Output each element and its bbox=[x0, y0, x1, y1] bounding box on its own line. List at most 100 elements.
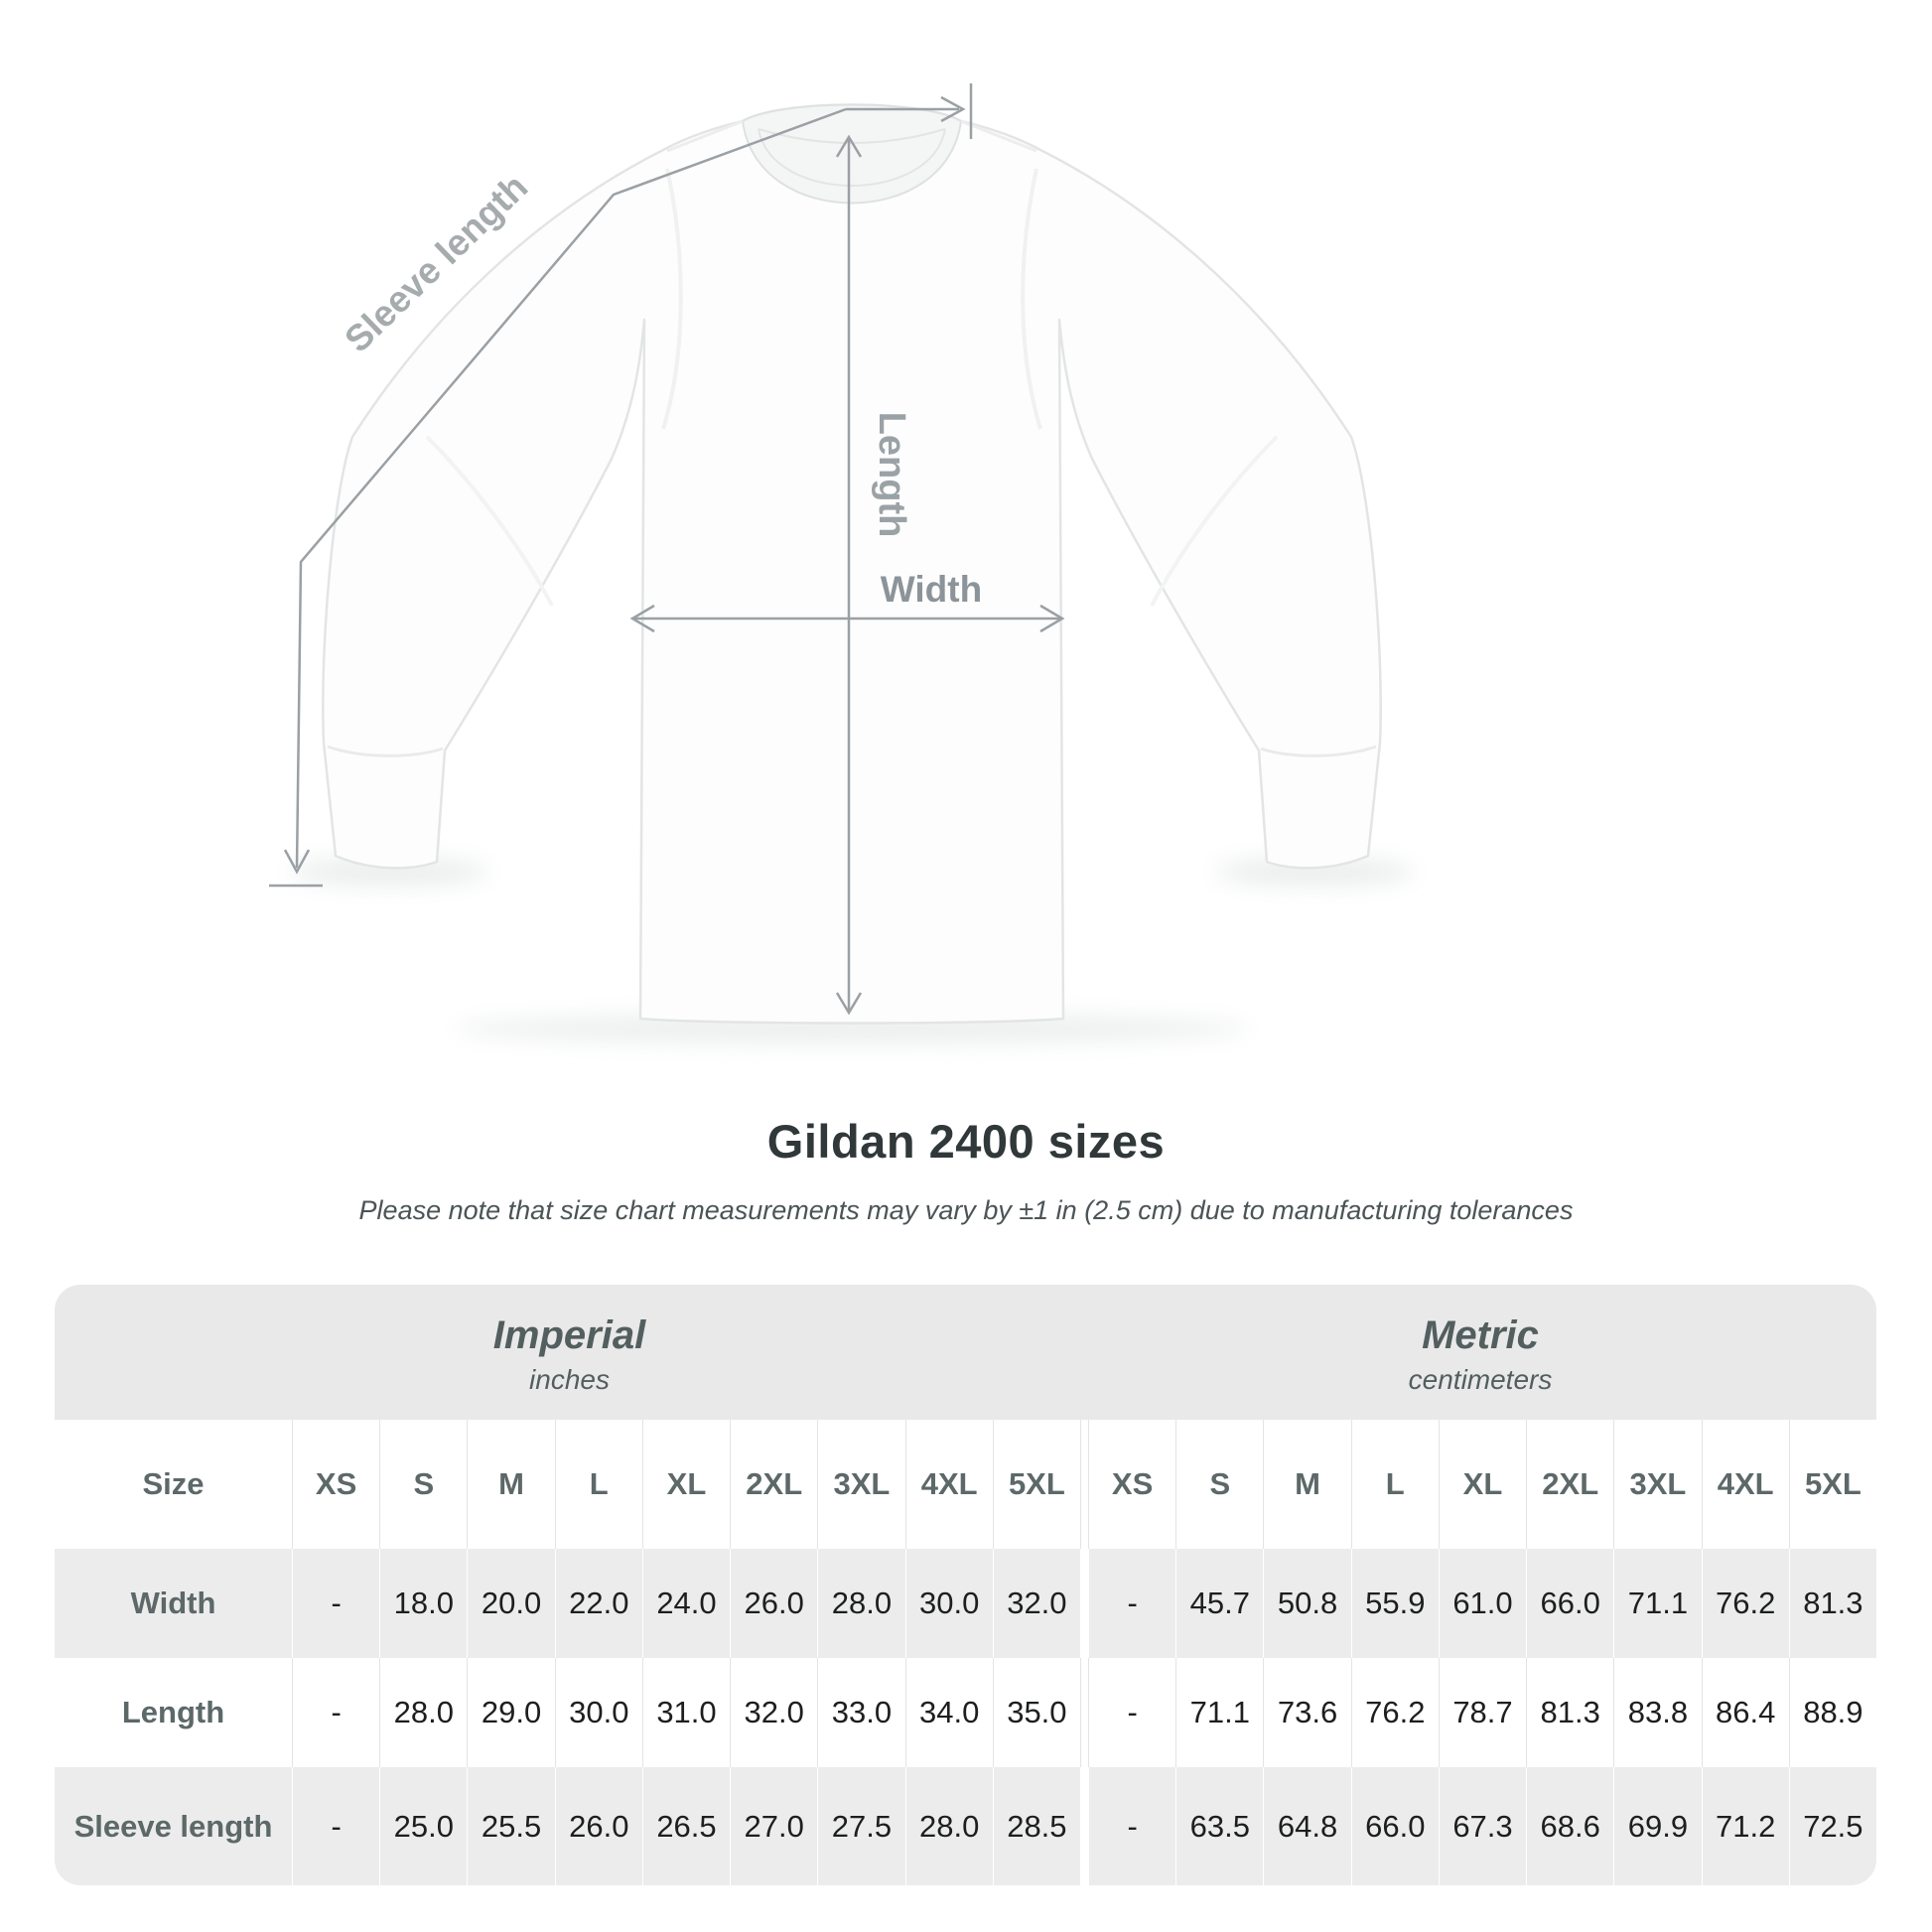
size-header-imp-m: M bbox=[467, 1420, 554, 1549]
value-cell: 81.3 bbox=[1526, 1658, 1613, 1767]
value-cell: 78.7 bbox=[1438, 1658, 1526, 1767]
unit-divider bbox=[1079, 1549, 1088, 1658]
size-table: Imperial inches Metric centimeters Size … bbox=[55, 1285, 1876, 1885]
value-cell: 88.9 bbox=[1788, 1658, 1876, 1767]
size-header-met-4xl: 4XL bbox=[1701, 1420, 1789, 1549]
length-row: Length - 28.0 29.0 30.0 31.0 32.0 33.0 3… bbox=[55, 1658, 1876, 1767]
value-cell: 73.6 bbox=[1263, 1658, 1350, 1767]
value-cell: - bbox=[1087, 1767, 1175, 1885]
value-cell: 64.8 bbox=[1263, 1767, 1350, 1885]
value-cell: 22.0 bbox=[554, 1549, 642, 1658]
value-cell: 28.0 bbox=[904, 1767, 993, 1885]
value-cell: 26.0 bbox=[554, 1767, 642, 1885]
value-cell: 63.5 bbox=[1175, 1767, 1263, 1885]
size-header-met-s: S bbox=[1175, 1420, 1263, 1549]
size-column-header: Size bbox=[142, 1466, 205, 1501]
value-cell: 27.5 bbox=[817, 1767, 904, 1885]
value-cell: 25.0 bbox=[379, 1767, 467, 1885]
width-row: Width - 18.0 20.0 22.0 24.0 26.0 28.0 30… bbox=[55, 1549, 1876, 1658]
value-cell: 31.0 bbox=[641, 1658, 730, 1767]
value-cell: 35.0 bbox=[992, 1658, 1080, 1767]
value-cell: 71.1 bbox=[1175, 1658, 1263, 1767]
value-cell: 71.1 bbox=[1613, 1549, 1701, 1658]
size-header-imp-4xl: 4XL bbox=[904, 1420, 993, 1549]
value-cell: 28.0 bbox=[379, 1658, 467, 1767]
size-header-imp-xs: XS bbox=[292, 1420, 379, 1549]
imperial-title: Imperial bbox=[492, 1313, 646, 1357]
size-header-met-m: M bbox=[1263, 1420, 1350, 1549]
value-cell: 34.0 bbox=[904, 1658, 993, 1767]
value-cell: 68.6 bbox=[1526, 1767, 1613, 1885]
unit-header-metric: Metric centimeters bbox=[1084, 1285, 1876, 1420]
unit-divider bbox=[1079, 1420, 1088, 1549]
value-cell: 32.0 bbox=[730, 1658, 817, 1767]
unit-header-band: Imperial inches Metric centimeters bbox=[55, 1285, 1876, 1420]
width-label: Width bbox=[881, 569, 982, 610]
value-cell: 45.7 bbox=[1175, 1549, 1263, 1658]
value-cell: - bbox=[1087, 1549, 1175, 1658]
value-cell: - bbox=[292, 1658, 379, 1767]
value-cell: 81.3 bbox=[1788, 1549, 1876, 1658]
value-cell: - bbox=[292, 1549, 379, 1658]
length-label: Length bbox=[871, 412, 912, 538]
value-cell: 18.0 bbox=[379, 1549, 467, 1658]
collar bbox=[741, 103, 963, 205]
imperial-subtitle: inches bbox=[529, 1364, 610, 1395]
value-cell: 29.0 bbox=[467, 1658, 554, 1767]
shirt-measurement-diagram: Sleeve length Length Width bbox=[269, 83, 1414, 1044]
sleeve-length-row: Sleeve length - 25.0 25.5 26.0 26.5 27.0… bbox=[55, 1767, 1876, 1885]
unit-divider bbox=[1079, 1767, 1088, 1885]
value-cell: 25.5 bbox=[467, 1767, 554, 1885]
value-cell: 28.0 bbox=[817, 1549, 904, 1658]
size-header-imp-2xl: 2XL bbox=[730, 1420, 817, 1549]
size-header-imp-5xl: 5XL bbox=[992, 1420, 1080, 1549]
value-cell: 61.0 bbox=[1438, 1549, 1526, 1658]
value-cell: - bbox=[292, 1767, 379, 1885]
value-cell: 30.0 bbox=[904, 1549, 993, 1658]
value-cell: 67.3 bbox=[1438, 1767, 1526, 1885]
size-header-row: Size XS S M L XL 2XL 3XL 4XL 5XL XS S M … bbox=[55, 1420, 1876, 1549]
value-cell: 71.2 bbox=[1701, 1767, 1789, 1885]
unit-divider bbox=[1079, 1658, 1088, 1767]
value-cell: 76.2 bbox=[1350, 1658, 1439, 1767]
value-cell: 50.8 bbox=[1263, 1549, 1350, 1658]
row-label: Sleeve length bbox=[73, 1808, 273, 1844]
value-cell: 28.5 bbox=[992, 1767, 1080, 1885]
metric-subtitle: centimeters bbox=[1408, 1364, 1553, 1395]
tolerance-note: Please note that size chart measurements… bbox=[358, 1195, 1574, 1225]
size-header-met-xl: XL bbox=[1438, 1420, 1526, 1549]
value-cell: 26.5 bbox=[641, 1767, 730, 1885]
unit-header-imperial: Imperial inches bbox=[55, 1285, 1084, 1420]
width-measure: Width bbox=[629, 569, 1065, 633]
value-cell: 27.0 bbox=[730, 1767, 817, 1885]
value-cell: 69.9 bbox=[1613, 1767, 1701, 1885]
length-measure: Length bbox=[835, 134, 912, 1016]
value-cell: 24.0 bbox=[641, 1549, 730, 1658]
size-header-met-5xl: 5XL bbox=[1788, 1420, 1876, 1549]
row-label: Length bbox=[121, 1695, 225, 1729]
size-header-met-2xl: 2XL bbox=[1526, 1420, 1613, 1549]
size-header-imp-3xl: 3XL bbox=[817, 1420, 904, 1549]
size-header-met-3xl: 3XL bbox=[1613, 1420, 1701, 1549]
value-cell: 66.0 bbox=[1350, 1767, 1439, 1885]
size-header-met-xs: XS bbox=[1087, 1420, 1175, 1549]
value-cell: 66.0 bbox=[1526, 1549, 1613, 1658]
value-cell: 76.2 bbox=[1701, 1549, 1789, 1658]
row-label: Width bbox=[130, 1586, 216, 1620]
page-title: Gildan 2400 sizes bbox=[766, 1115, 1166, 1168]
value-cell: 72.5 bbox=[1788, 1767, 1876, 1885]
value-cell: 33.0 bbox=[817, 1658, 904, 1767]
metric-title: Metric bbox=[1422, 1313, 1539, 1357]
value-cell: 32.0 bbox=[992, 1549, 1080, 1658]
size-header-imp-xl: XL bbox=[641, 1420, 730, 1549]
value-cell: 26.0 bbox=[730, 1549, 817, 1658]
value-cell: 86.4 bbox=[1701, 1658, 1789, 1767]
size-header-met-l: L bbox=[1350, 1420, 1439, 1549]
value-cell: 30.0 bbox=[554, 1658, 642, 1767]
value-cell: 83.8 bbox=[1613, 1658, 1701, 1767]
size-header-imp-s: S bbox=[379, 1420, 467, 1549]
size-header-imp-l: L bbox=[554, 1420, 642, 1549]
value-cell: - bbox=[1087, 1658, 1175, 1767]
value-cell: 20.0 bbox=[467, 1549, 554, 1658]
value-cell: 55.9 bbox=[1350, 1549, 1439, 1658]
